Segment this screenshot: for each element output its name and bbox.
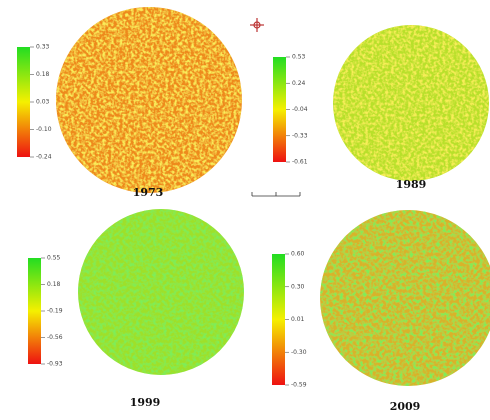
colorbar-label: -0.61 [292,159,308,166]
colorbar-label: 0.24 [292,80,306,87]
year-label: 2009 [390,400,421,413]
colorbar-label: -0.56 [47,334,63,341]
colorbar-label: 0.18 [36,71,50,78]
colorbar-label: 0.30 [291,283,305,290]
colorbar-label: -0.30 [291,349,307,356]
colorbar-label: -0.04 [292,106,308,113]
colorbar-label: -0.10 [36,126,52,133]
map-area [78,209,244,375]
map-area [56,7,242,193]
colorbar-label: 0.03 [36,99,50,106]
colorbar-label: 0.01 [291,316,305,323]
colorbar-label: -0.33 [292,132,308,139]
map-area [320,210,490,386]
colorbar [28,258,41,364]
year-label: 1973 [133,186,164,199]
colorbar-label: -0.59 [291,382,307,389]
colorbar [272,254,285,385]
year-label: 1999 [130,396,161,409]
colorbar-label: 0.60 [291,251,305,258]
colorbar-label: -0.93 [47,361,63,368]
map-area [333,25,489,181]
colorbar-label: 0.53 [292,54,306,61]
colorbar [273,57,286,162]
colorbar-label: 0.55 [47,255,61,262]
colorbar-label: -0.19 [47,308,63,315]
colorbar-label: 0.33 [36,44,50,51]
year-label: 1989 [396,178,427,191]
colorbar-label: 0.18 [47,281,61,288]
north-marker [250,18,264,32]
colorbar-label: -0.24 [36,154,52,161]
scale-bar [251,192,301,197]
colorbar [17,47,30,157]
